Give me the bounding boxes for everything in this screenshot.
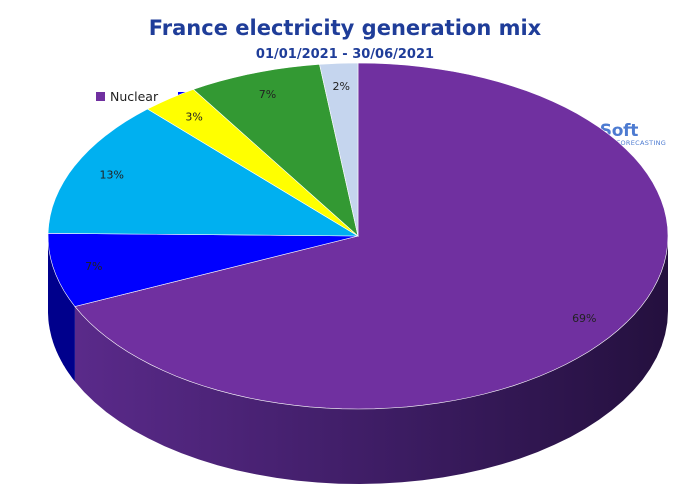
chart-subtitle: 01/01/2021 - 30/06/2021 xyxy=(255,47,435,62)
pie-slice-gas xyxy=(47,232,359,307)
pie-tops xyxy=(47,62,669,410)
chart-title: France electricity generation mix xyxy=(148,16,542,40)
legend-swatch-nuclear xyxy=(96,91,105,101)
pie-slice-nuclear xyxy=(74,62,669,410)
legend-label: Nuclear xyxy=(110,88,159,104)
pie-labels: 69% 7% 13% 3% 7% 2% xyxy=(85,80,596,325)
pie-slice-hydroelectric xyxy=(47,108,360,237)
data-label-wind: 7% xyxy=(259,88,276,101)
pie-slice-wind xyxy=(192,63,359,237)
data-label-gas: 7% xyxy=(85,260,102,273)
pie-slice-other xyxy=(319,62,359,237)
data-label-nuclear: 69% xyxy=(572,312,596,325)
data-label-other: 2% xyxy=(332,80,349,93)
logo-tagline: ENERGY FORECASTING xyxy=(586,139,667,147)
data-label-solar: 3% xyxy=(185,111,202,124)
data-label-hydroelectric: 13% xyxy=(99,169,123,182)
pie-side-nuclear xyxy=(74,236,668,484)
legend-item-nuclear: Nuclear xyxy=(96,89,158,104)
